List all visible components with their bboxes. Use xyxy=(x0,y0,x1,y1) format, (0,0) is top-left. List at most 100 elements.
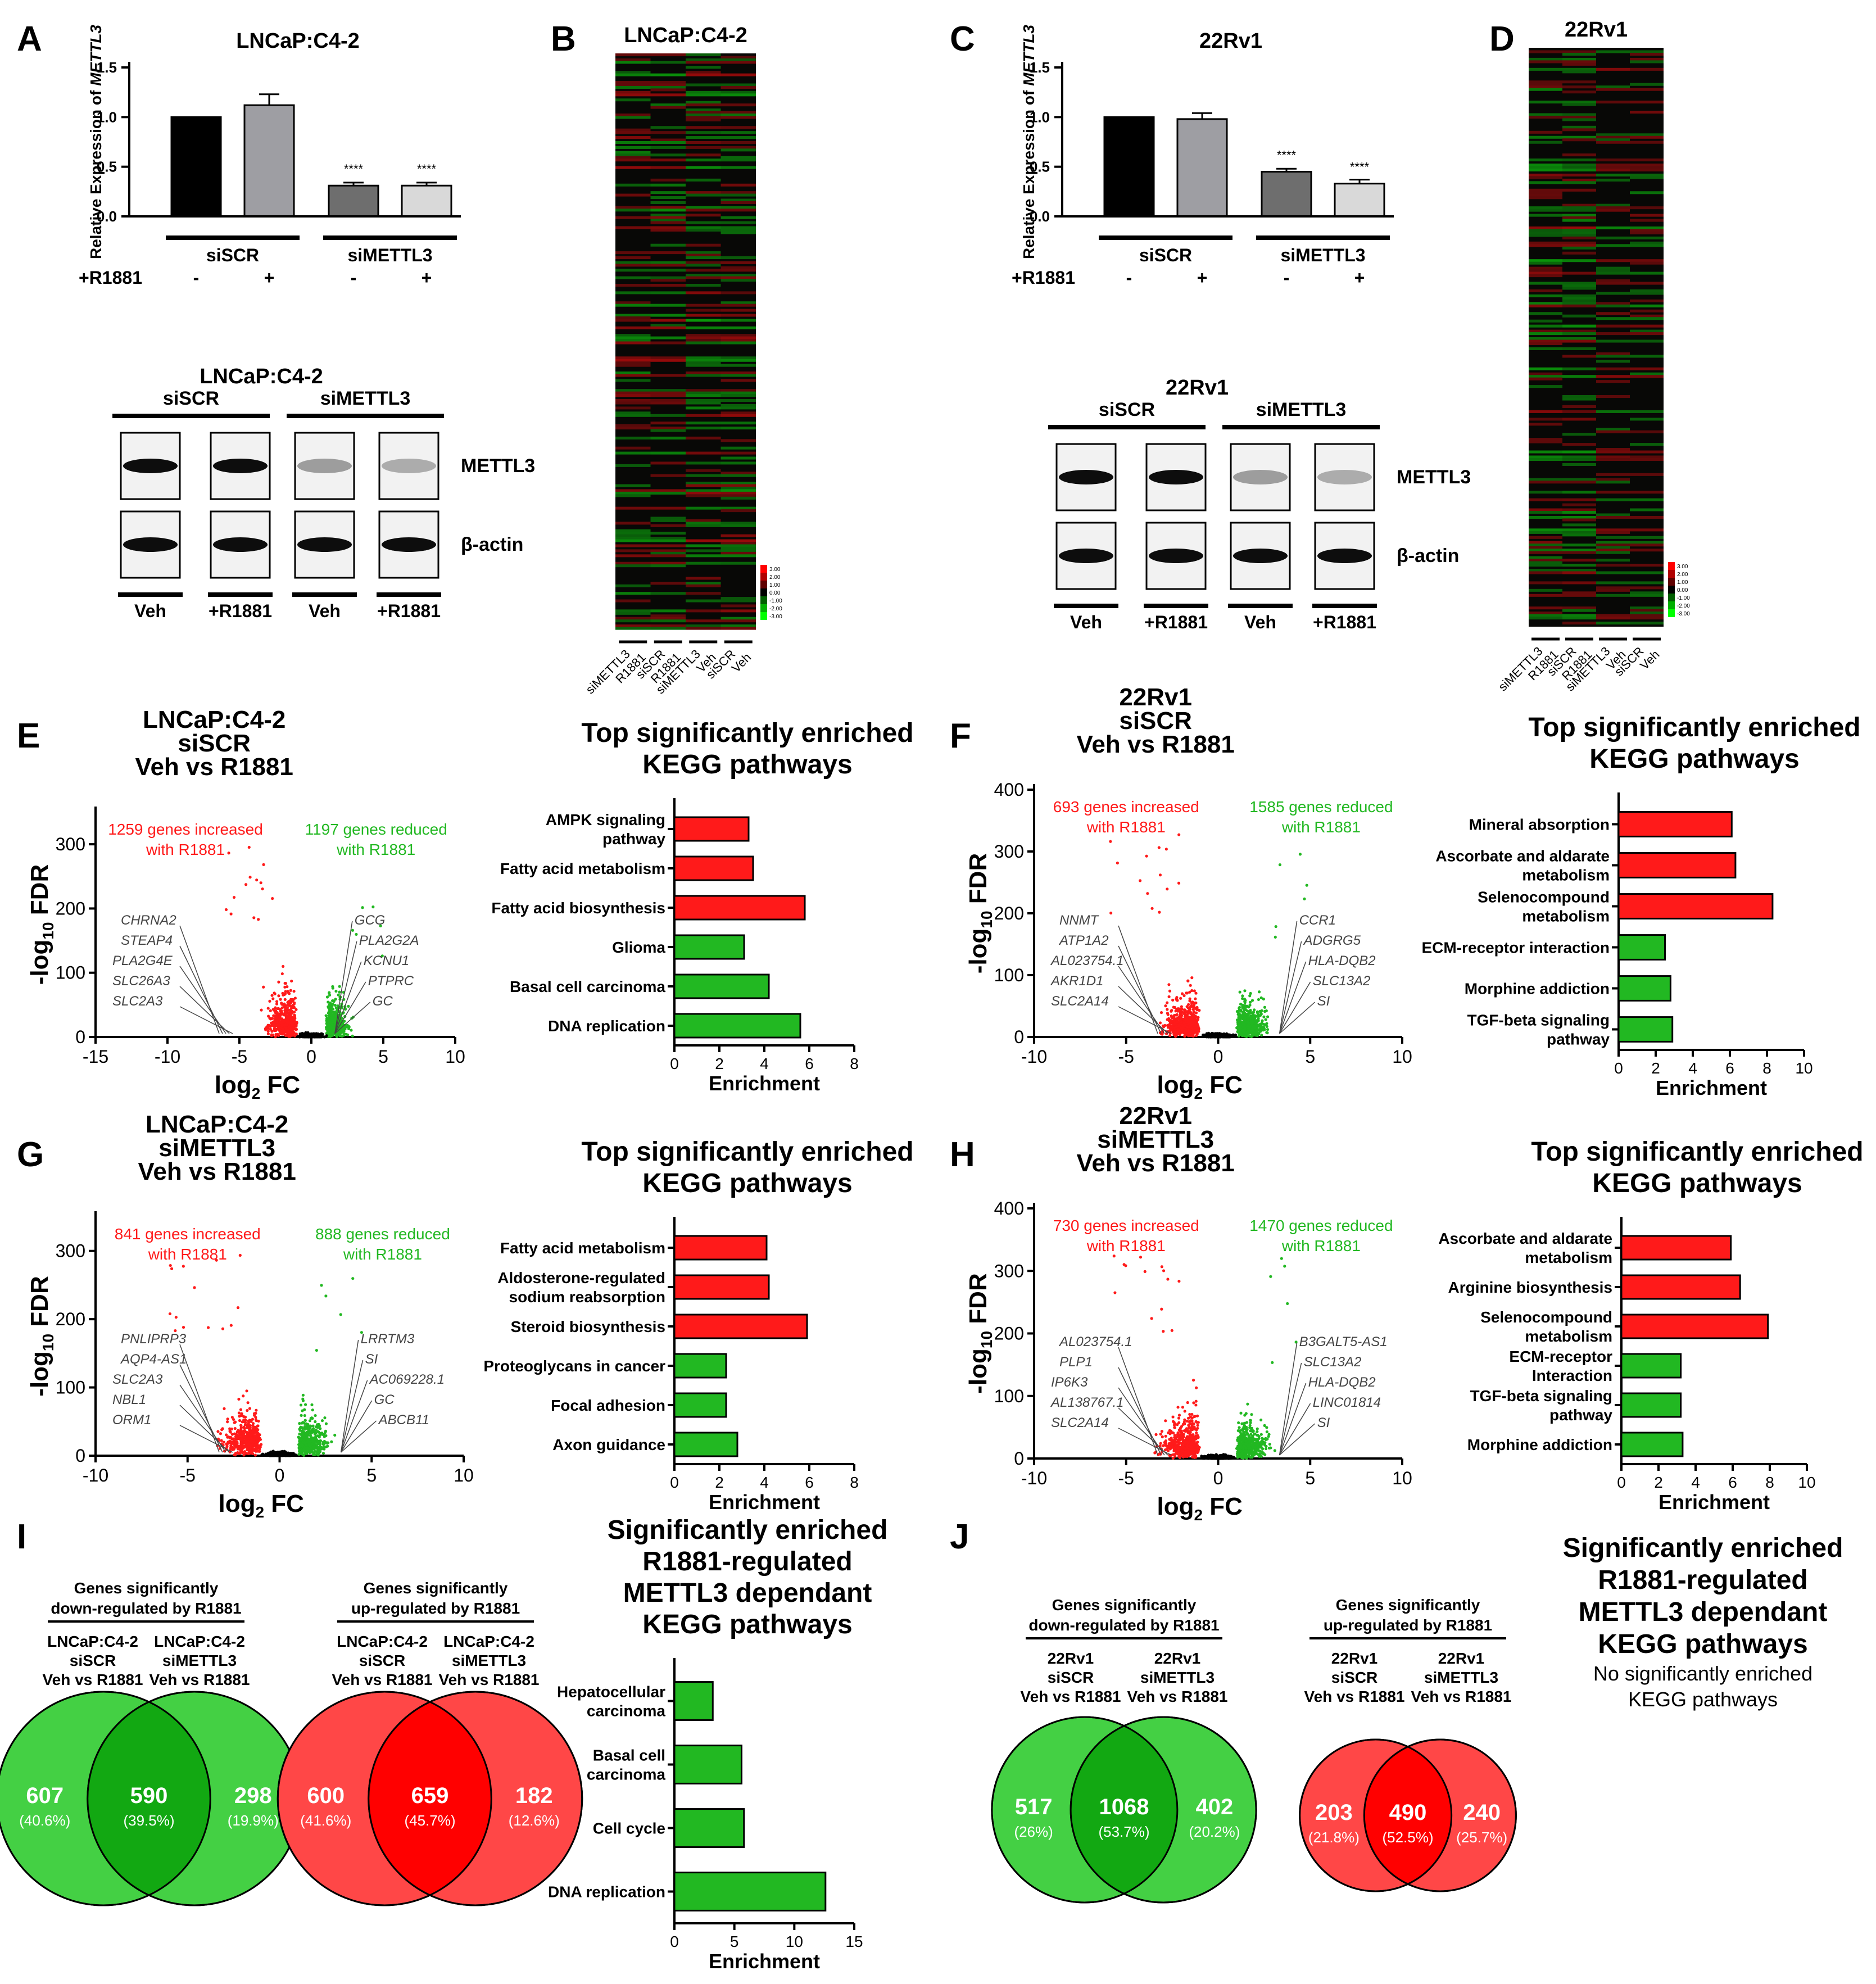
point-down xyxy=(1238,1022,1241,1025)
heatmap-cell xyxy=(1529,209,1562,212)
point-up xyxy=(241,1448,243,1451)
heatmap-cell xyxy=(1596,499,1630,501)
point-up xyxy=(1188,1008,1191,1011)
heatmap-title: LNCaP:C4-2 xyxy=(624,24,747,47)
heatmap-cell xyxy=(686,364,721,367)
heatmap-cell xyxy=(1529,169,1562,171)
heatmap-cell xyxy=(1630,60,1664,63)
point-down xyxy=(1266,1015,1269,1018)
heatmap-cell xyxy=(1529,269,1562,272)
point-ns xyxy=(1225,1032,1228,1035)
gene-leader xyxy=(1280,921,1297,1034)
heatmap-cell xyxy=(1529,368,1562,370)
x-axis-label: log2 FC xyxy=(1157,1071,1243,1102)
point-up xyxy=(216,1430,219,1433)
point-up xyxy=(1193,1010,1195,1013)
heatmap-cell xyxy=(1529,88,1562,91)
point-up xyxy=(1177,882,1180,885)
heatmap-cell xyxy=(1630,528,1664,531)
group-label: siMETTL3 xyxy=(1280,245,1365,265)
heatmap-cell xyxy=(1529,227,1562,229)
y-tick-label: 400 xyxy=(994,780,1024,800)
heatmap-cell xyxy=(721,148,756,151)
heatmap-cell xyxy=(1596,138,1630,141)
point-up xyxy=(278,1024,281,1027)
x-label-text: log xyxy=(1157,1071,1194,1099)
point-up xyxy=(292,990,295,993)
heatmap-cell xyxy=(615,356,651,359)
heatmap-cell xyxy=(721,389,756,392)
heatmap-cell xyxy=(651,627,686,630)
y-label-sub: 10 xyxy=(39,922,57,939)
heatmap-cell xyxy=(721,364,756,367)
point-up xyxy=(273,1022,275,1025)
heatmap-cell xyxy=(1562,564,1596,567)
heatmap-cell xyxy=(721,314,756,316)
heatmap-cell xyxy=(651,614,686,617)
gene-label: PLA2G4E xyxy=(112,953,173,968)
heatmap-cell xyxy=(721,540,756,542)
scale-swatch xyxy=(1668,601,1675,609)
point-up xyxy=(245,1389,248,1392)
heatmap-cell xyxy=(721,279,756,282)
blot-band xyxy=(297,537,352,552)
point-up xyxy=(259,1444,261,1447)
heatmap-cell xyxy=(686,619,721,622)
point-down xyxy=(1240,1021,1243,1024)
heatmap-cell xyxy=(1596,428,1630,431)
point-down xyxy=(318,1430,320,1433)
heatmap-cell xyxy=(721,231,756,234)
heatmap-cell xyxy=(615,146,651,149)
gene-leader xyxy=(180,1007,233,1034)
blot-band xyxy=(213,537,268,552)
heatmap-cell xyxy=(1562,325,1596,328)
heatmap-cell xyxy=(651,327,686,329)
point-down xyxy=(351,1035,354,1038)
point-down xyxy=(304,1419,307,1422)
heatmap-cell xyxy=(1562,614,1596,617)
heatmap-cell xyxy=(1630,564,1664,567)
gene-leader xyxy=(1118,946,1161,1034)
point-up xyxy=(279,1021,282,1023)
heatmap-cell xyxy=(1596,352,1630,355)
point-up xyxy=(1145,855,1148,858)
point-up xyxy=(1174,1025,1177,1028)
heatmap-cell xyxy=(721,414,756,417)
point-down xyxy=(314,1420,316,1423)
heatmap-cell xyxy=(1596,395,1630,398)
point-up xyxy=(1189,984,1192,987)
point-down xyxy=(312,1440,315,1443)
heatmap-cell xyxy=(1596,85,1630,88)
heatmap-cell xyxy=(615,136,651,139)
point-down xyxy=(307,1443,310,1446)
point-up xyxy=(1194,1002,1197,1004)
heatmap-cell xyxy=(1529,617,1562,619)
heatmap-cell xyxy=(651,214,686,216)
gene-label: STEAP4 xyxy=(121,933,173,948)
point-up xyxy=(252,916,255,919)
point-up xyxy=(267,1007,270,1009)
heatmap-cell xyxy=(615,540,651,542)
heatmap-cell xyxy=(1529,174,1562,176)
point-up xyxy=(262,863,265,866)
heatmap-cell xyxy=(651,609,686,612)
point-up xyxy=(1109,840,1112,843)
heatmap-cell xyxy=(686,229,721,232)
heatmap-cell xyxy=(615,529,651,532)
scale-label: -1.00 xyxy=(1677,595,1690,601)
point-up xyxy=(1139,879,1141,882)
x-label-sub: 2 xyxy=(1194,1085,1203,1102)
point-up xyxy=(274,1028,277,1031)
lane-label: +R1881 xyxy=(1144,612,1208,632)
bar-2 xyxy=(329,185,378,216)
heatmap-cell xyxy=(686,524,721,527)
point-down xyxy=(1253,1008,1256,1011)
heatmap-cell xyxy=(721,221,756,224)
point-up xyxy=(289,989,292,992)
x-label-text: log xyxy=(215,1071,252,1099)
x-axis-label: log2 FC xyxy=(215,1071,300,1102)
heatmap-cell xyxy=(615,316,651,319)
heatmap-cell xyxy=(1529,509,1562,511)
heatmap-cell xyxy=(1529,564,1562,567)
